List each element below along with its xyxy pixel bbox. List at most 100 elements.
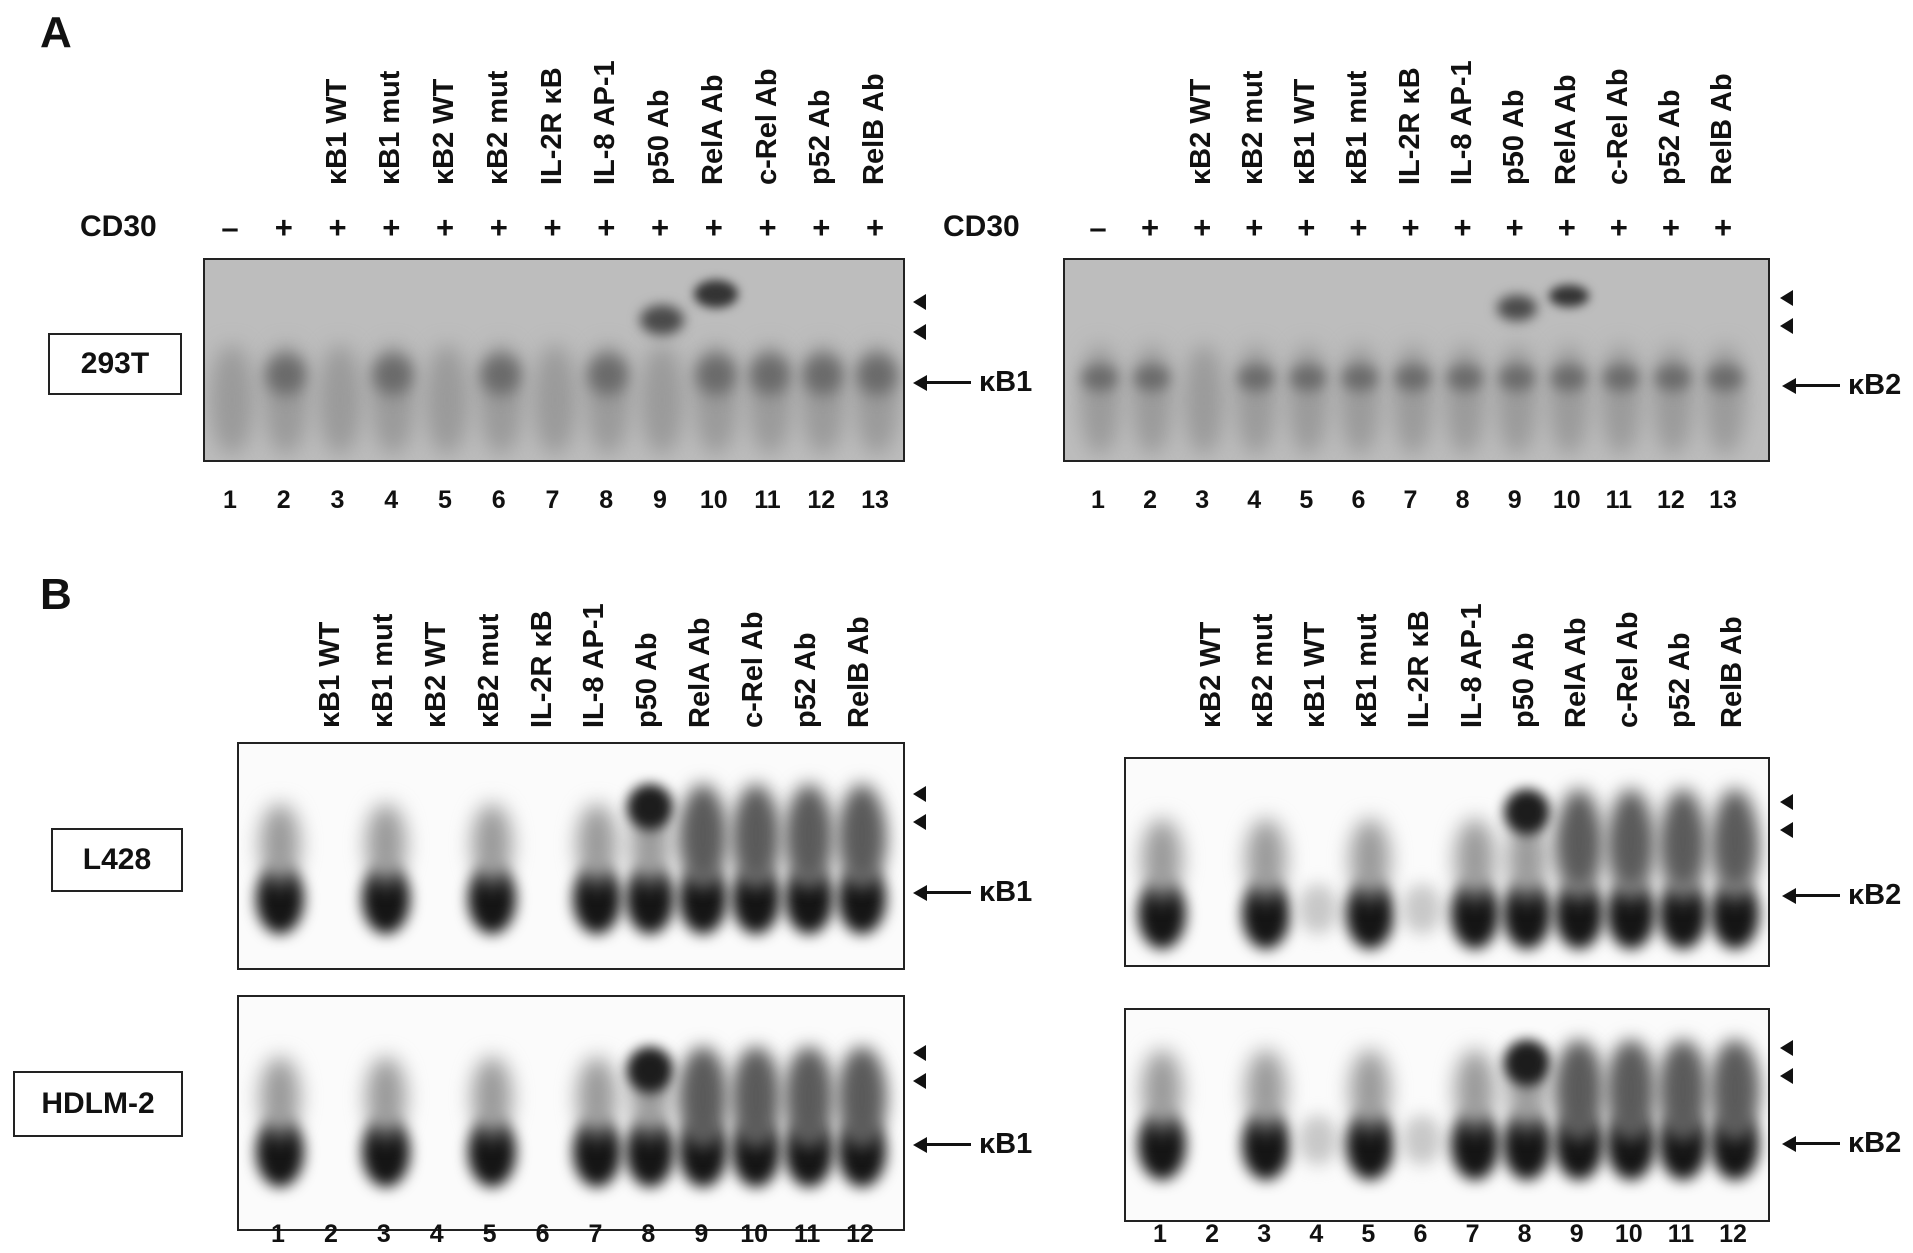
supershift-arrowhead-icon xyxy=(913,814,926,830)
gel-band xyxy=(1446,365,1483,391)
lane-label: κB1 WT xyxy=(320,78,353,185)
lane-label: RelB Ab xyxy=(1706,73,1738,185)
arrow-left-icon xyxy=(913,1136,927,1153)
lane-label: RelB Ab xyxy=(843,616,875,728)
lane-label: c-Rel Ab xyxy=(737,611,770,728)
cell-line-label-293t: 293T xyxy=(48,333,182,395)
gel-band xyxy=(749,355,790,395)
lane-number: 3 xyxy=(1257,1220,1272,1248)
gel-band xyxy=(840,1047,884,1147)
cd30-sign: + xyxy=(1713,210,1733,245)
cd30-sign: + xyxy=(382,210,401,245)
lane-label: RelA Ab xyxy=(696,74,729,185)
lane-number: 5 xyxy=(438,486,452,514)
gel-band xyxy=(1454,1050,1495,1130)
gel-band xyxy=(1288,345,1329,455)
gel-band xyxy=(1238,365,1275,391)
gel-band xyxy=(373,355,414,395)
gel-293t-kb2 xyxy=(1063,258,1770,462)
gel-band xyxy=(734,1047,779,1147)
gel-band xyxy=(1298,1115,1339,1165)
gel-band xyxy=(260,804,300,884)
gel-band xyxy=(1350,819,1391,899)
cd30-sign: + xyxy=(1661,210,1680,245)
lane-label: κB2 WT xyxy=(1185,78,1218,185)
cd30-sign: + xyxy=(597,210,616,245)
lane-number: 8 xyxy=(641,1220,656,1248)
band-marker-kb1-b2: κB1 xyxy=(913,1128,1032,1161)
lane-label: RelA Ab xyxy=(684,617,717,728)
gel-band xyxy=(803,355,844,395)
gel-band xyxy=(1394,365,1431,391)
lane-number: 7 xyxy=(1403,486,1418,514)
gel-band xyxy=(1454,819,1495,899)
band-label: κB1 xyxy=(979,366,1033,398)
lane-label: RelA Ab xyxy=(1559,617,1592,728)
lane-label: IL-2R κB xyxy=(1403,610,1436,728)
gel-band xyxy=(1298,884,1339,934)
cd30-sign: + xyxy=(1609,210,1628,245)
arrow-left-icon xyxy=(913,374,927,391)
cd30-sign: + xyxy=(1193,210,1212,245)
gel-293t-kb1 xyxy=(203,258,905,462)
gel-band xyxy=(1548,285,1589,307)
lane-number: 4 xyxy=(429,1220,444,1248)
lane-number: 11 xyxy=(1605,486,1633,514)
band-marker-kb2-b2: κB2 xyxy=(1782,1127,1901,1160)
gel-band xyxy=(471,804,512,884)
lane-label: c-Rel Ab xyxy=(750,68,783,185)
gel-l428-kb1 xyxy=(237,742,905,970)
cd30-sign: + xyxy=(1141,210,1160,245)
supershift-arrowhead-icon xyxy=(1780,318,1793,334)
gel-band xyxy=(857,355,897,395)
lane-number: 10 xyxy=(699,486,728,514)
lane-number: 12 xyxy=(1719,1220,1747,1248)
lane-label: κB1 WT xyxy=(313,621,346,728)
gel-band xyxy=(693,280,738,308)
gel-band xyxy=(681,1047,726,1147)
supershift-arrowhead-icon xyxy=(1780,822,1793,838)
cd30-sign: – xyxy=(221,210,239,245)
supershift-arrowhead-icon xyxy=(913,324,926,340)
gel-band xyxy=(1340,345,1381,455)
gel-band xyxy=(577,1057,618,1137)
gel-band xyxy=(1246,819,1287,899)
cd30-label-left: CD30 xyxy=(80,210,157,243)
cd30-sign: + xyxy=(865,210,885,245)
lane-label: p52 Ab xyxy=(804,89,837,185)
band-marker-kb2-b1: κB2 xyxy=(1782,879,1901,912)
lane-label: κB2 mut xyxy=(1247,613,1280,728)
gel-band xyxy=(471,1057,512,1137)
cd30-sign: – xyxy=(1089,210,1107,245)
cd30-sign: + xyxy=(1505,210,1524,245)
lane-label: p52 Ab xyxy=(790,632,823,728)
gel-band xyxy=(1342,365,1379,391)
lane-number: 3 xyxy=(376,1220,391,1248)
gel-band xyxy=(1600,345,1641,455)
panel-letter-a: A xyxy=(40,8,72,57)
gel-band xyxy=(1654,365,1691,391)
supershift-arrowhead-icon xyxy=(913,1073,926,1089)
lane-label: p52 Ab xyxy=(1653,89,1686,185)
lane-number: 10 xyxy=(1614,1220,1643,1248)
gel-band xyxy=(1290,365,1327,391)
gel-band xyxy=(1550,365,1587,391)
lane-label: κB1 WT xyxy=(1299,621,1332,728)
lane-number: 10 xyxy=(740,1220,769,1248)
gel-band xyxy=(265,355,306,395)
supershift-arrowhead-icon xyxy=(1780,794,1793,810)
lane-label: p50 Ab xyxy=(631,632,664,728)
lane-label: κB1 mut xyxy=(374,70,407,185)
gel-band xyxy=(1402,884,1443,934)
cell-line-label-hdlm2: HDLM-2 xyxy=(13,1071,183,1137)
gel-hdlm2-kb1 xyxy=(237,995,905,1231)
lane-number: 2 xyxy=(323,1220,338,1248)
gel-band xyxy=(1496,345,1537,455)
lane-label: p50 Ab xyxy=(1507,632,1540,728)
cd30-sign: + xyxy=(543,210,562,245)
lane-label: IL-2R κB xyxy=(1393,67,1426,185)
supershift-arrowhead-icon xyxy=(913,294,926,310)
lane-number: 13 xyxy=(861,486,889,514)
lane-number: 6 xyxy=(491,486,506,514)
lane-number: 9 xyxy=(694,1220,709,1248)
